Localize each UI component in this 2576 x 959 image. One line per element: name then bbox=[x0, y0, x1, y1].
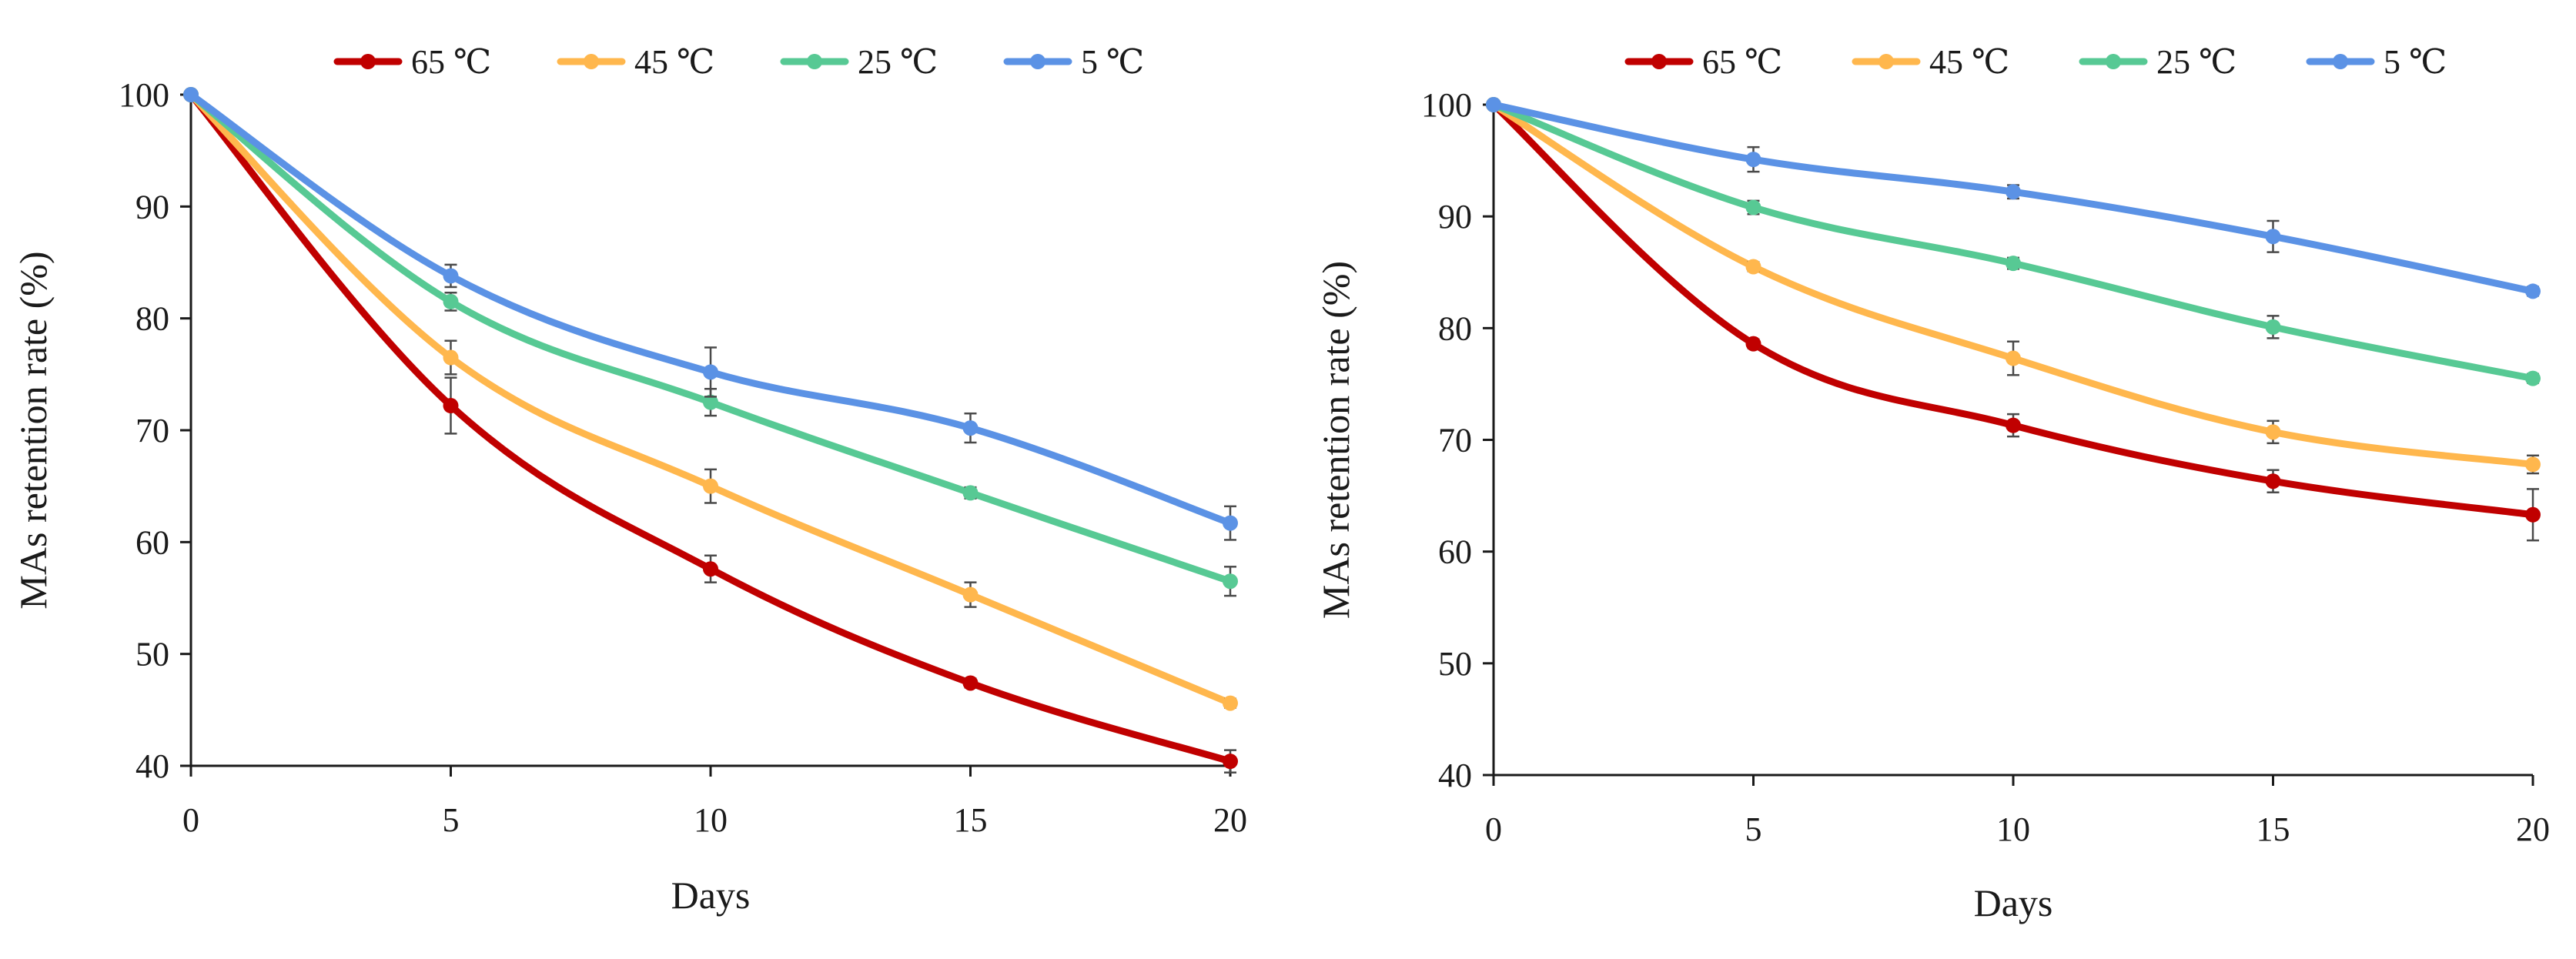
x-tick-label: 5 bbox=[1745, 810, 1762, 848]
data-point bbox=[443, 398, 459, 414]
y-tick-label: 40 bbox=[135, 747, 169, 785]
data-point bbox=[2006, 256, 2021, 272]
chart-panel-2: 40 50 60 70 80 90 100 0 5 10 15 20 Days MAs retention… bbox=[1314, 43, 2550, 924]
y-tick-label: 50 bbox=[1438, 645, 1472, 683]
series-line bbox=[1490, 101, 2537, 383]
data-point bbox=[962, 586, 979, 603]
y-tick-label: 60 bbox=[135, 523, 169, 561]
y-tick-label: 90 bbox=[135, 188, 169, 226]
legend-label: 5 ℃ bbox=[1081, 43, 1144, 81]
legend-label: 25 ℃ bbox=[858, 43, 938, 81]
x-tick-label: 0 bbox=[182, 801, 199, 839]
x-tick-label: 20 bbox=[2516, 810, 2550, 848]
x-tick-label: 5 bbox=[443, 801, 460, 839]
y-tick-label: 80 bbox=[1438, 309, 1472, 347]
y-tick-label: 100 bbox=[1421, 86, 1472, 124]
legend-label: 45 ℃ bbox=[634, 43, 714, 81]
data-point bbox=[703, 561, 718, 577]
data-point bbox=[962, 675, 979, 691]
data-point bbox=[703, 364, 718, 380]
x-tick-label: 0 bbox=[1485, 810, 1502, 848]
x-tick-label: 15 bbox=[2257, 810, 2290, 848]
data-point bbox=[183, 87, 199, 102]
data-point bbox=[1745, 152, 1761, 168]
y-axis-label: MAs retention rate (%) bbox=[1314, 261, 1357, 619]
data-point bbox=[2265, 424, 2281, 440]
data-point bbox=[2006, 350, 2021, 366]
series-line bbox=[187, 91, 1234, 585]
x-tick-label: 20 bbox=[1213, 801, 1247, 839]
y-tick-label: 60 bbox=[1438, 533, 1472, 571]
data-point bbox=[2006, 417, 2021, 433]
data-point bbox=[2525, 506, 2541, 523]
legend-label: 45 ℃ bbox=[1929, 43, 2009, 81]
legend-label: 25 ℃ bbox=[2156, 43, 2236, 81]
x-axis-label: Days bbox=[671, 874, 751, 917]
data-point bbox=[1745, 199, 1761, 216]
data-point bbox=[2265, 473, 2281, 490]
legend-swatch-marker bbox=[1651, 54, 1667, 69]
data-point bbox=[443, 349, 459, 366]
legend-swatch-marker bbox=[2106, 54, 2121, 69]
legend-swatch-marker bbox=[2333, 54, 2348, 69]
data-point bbox=[1223, 573, 1238, 590]
y-axis-label: MAs retention rate (%) bbox=[12, 251, 55, 609]
legend-swatch-marker bbox=[1878, 54, 1894, 69]
y-tick-label: 70 bbox=[135, 412, 169, 449]
data-point bbox=[962, 420, 979, 436]
data-point bbox=[2265, 229, 2281, 245]
x-axis-label: Days bbox=[1974, 881, 2053, 924]
series-line bbox=[1490, 101, 2537, 468]
chart-panel-1: 40 50 60 70 80 90 100 0 5 10 15 20 Days MAs retention… bbox=[12, 43, 1247, 917]
y-tick-label: 80 bbox=[135, 300, 169, 338]
legend-label: 65 ℃ bbox=[1702, 43, 1782, 81]
legend-swatch-marker bbox=[584, 54, 599, 69]
series-line bbox=[187, 91, 1234, 765]
data-point bbox=[1486, 97, 1501, 112]
data-point bbox=[2006, 184, 2021, 200]
y-tick-label: 40 bbox=[1438, 757, 1472, 794]
y-tick-label: 50 bbox=[135, 636, 169, 673]
data-point bbox=[2525, 456, 2541, 473]
data-point bbox=[1223, 515, 1238, 531]
legend-swatch-marker bbox=[807, 54, 822, 69]
data-point bbox=[2265, 319, 2281, 335]
data-point bbox=[703, 478, 718, 494]
data-point bbox=[1745, 336, 1761, 352]
data-point bbox=[1745, 259, 1761, 275]
legend-label: 5 ℃ bbox=[2384, 43, 2447, 81]
legend-swatch-marker bbox=[1030, 54, 1045, 69]
data-point bbox=[703, 394, 718, 410]
x-tick-label: 10 bbox=[694, 801, 728, 839]
data-point bbox=[962, 485, 979, 501]
data-point bbox=[2525, 370, 2541, 386]
series-line bbox=[187, 91, 1234, 527]
data-point bbox=[1223, 695, 1238, 711]
data-point bbox=[1223, 754, 1238, 770]
data-point bbox=[2525, 283, 2541, 299]
data-point bbox=[443, 268, 459, 284]
legend-label: 65 ℃ bbox=[411, 43, 491, 81]
x-tick-label: 10 bbox=[1996, 810, 2030, 848]
series-line bbox=[1490, 101, 2537, 519]
y-tick-label: 100 bbox=[119, 76, 169, 114]
x-tick-label: 15 bbox=[954, 801, 988, 839]
legend-swatch-marker bbox=[360, 54, 376, 69]
data-point bbox=[443, 293, 459, 309]
y-tick-label: 90 bbox=[1438, 198, 1472, 236]
y-tick-label: 70 bbox=[1438, 422, 1472, 459]
